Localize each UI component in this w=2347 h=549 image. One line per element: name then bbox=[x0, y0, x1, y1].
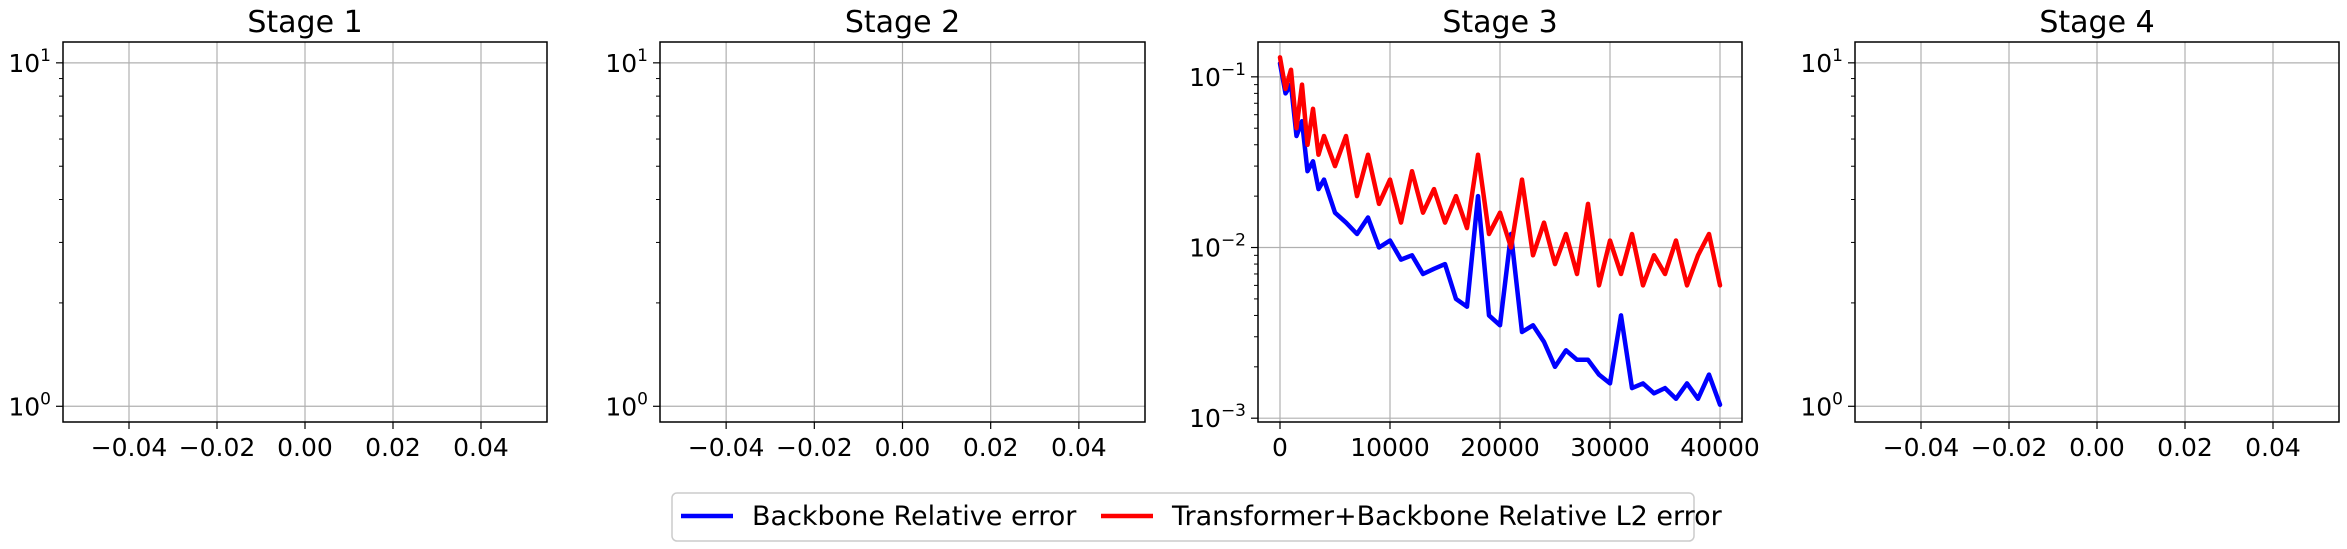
x-tick-label: 10000 bbox=[1350, 433, 1430, 462]
x-tick-label: 0.00 bbox=[2069, 433, 2125, 462]
series-line-backbone bbox=[1277, 61, 1723, 407]
panel-stage-4: Stage 4 −0.04 −0.02 0.00 0.02 0.04 100 101 bbox=[1800, 5, 2340, 462]
y-tick-label: 10−2 bbox=[1189, 231, 1246, 263]
x-tick-label: 0.02 bbox=[963, 433, 1019, 462]
axes-frame bbox=[62, 41, 548, 423]
y-tick-label: 10−1 bbox=[1189, 60, 1246, 92]
x-tick-label: 0.04 bbox=[1051, 433, 1107, 462]
x-tick-label: −0.02 bbox=[776, 433, 853, 462]
x-tick-label: −0.02 bbox=[1971, 433, 2048, 462]
y-tick-label: 100 bbox=[8, 389, 51, 421]
axes-frame bbox=[659, 41, 1146, 423]
x-tick-label: −0.04 bbox=[1883, 433, 1960, 462]
panel-stage-3: Stage 3 0 10000 20000 30000 40000 10−3 10−2 10−1 bbox=[1189, 5, 1760, 462]
y-tick-label: 100 bbox=[1800, 389, 1843, 421]
y-tick-label: 10−3 bbox=[1189, 401, 1246, 433]
legend-frame bbox=[671, 492, 1695, 542]
x-tick-label: 0.00 bbox=[875, 433, 931, 462]
chart-title: Stage 4 bbox=[2039, 5, 2154, 40]
x-tick-label: 20000 bbox=[1460, 433, 1540, 462]
legend: Backbone Relative error Transformer+Back… bbox=[671, 492, 1723, 542]
panel-stage-1: Stage 1 −0.04 −0.02 0.00 0.02 0.04 100 101 bbox=[8, 5, 548, 462]
x-tick-label: 0.04 bbox=[453, 433, 509, 462]
legend-label-backbone: Backbone Relative error bbox=[752, 501, 1077, 532]
x-tick-label: 0 bbox=[1272, 433, 1288, 462]
panel-stage-2: Stage 2 −0.04 −0.02 0.00 0.02 0.04 100 101 bbox=[605, 5, 1146, 462]
x-tick-label: 0.00 bbox=[277, 433, 333, 462]
y-tick-label: 101 bbox=[8, 46, 51, 78]
chart-title: Stage 1 bbox=[247, 5, 362, 40]
x-tick-label: −0.04 bbox=[688, 433, 765, 462]
x-tick-label: 30000 bbox=[1570, 433, 1650, 462]
x-tick-label: 0.04 bbox=[2245, 433, 2301, 462]
chart-title: Stage 2 bbox=[845, 5, 960, 40]
y-tick-label: 100 bbox=[605, 389, 648, 421]
x-tick-label: −0.02 bbox=[179, 433, 256, 462]
y-tick-label: 101 bbox=[1800, 46, 1843, 78]
x-tick-label: 0.02 bbox=[365, 433, 421, 462]
y-tick-label: 101 bbox=[605, 46, 648, 78]
legend-label-transformer: Transformer+Backbone Relative L2 error bbox=[1171, 501, 1723, 532]
axes-frame bbox=[1854, 41, 2340, 423]
x-tick-label: −0.04 bbox=[91, 433, 168, 462]
x-tick-label: 40000 bbox=[1680, 433, 1760, 462]
chart-title: Stage 3 bbox=[1442, 5, 1557, 40]
x-tick-label: 0.02 bbox=[2157, 433, 2213, 462]
series-line-transformer bbox=[1277, 55, 1723, 288]
axes-frame bbox=[1257, 41, 1743, 423]
